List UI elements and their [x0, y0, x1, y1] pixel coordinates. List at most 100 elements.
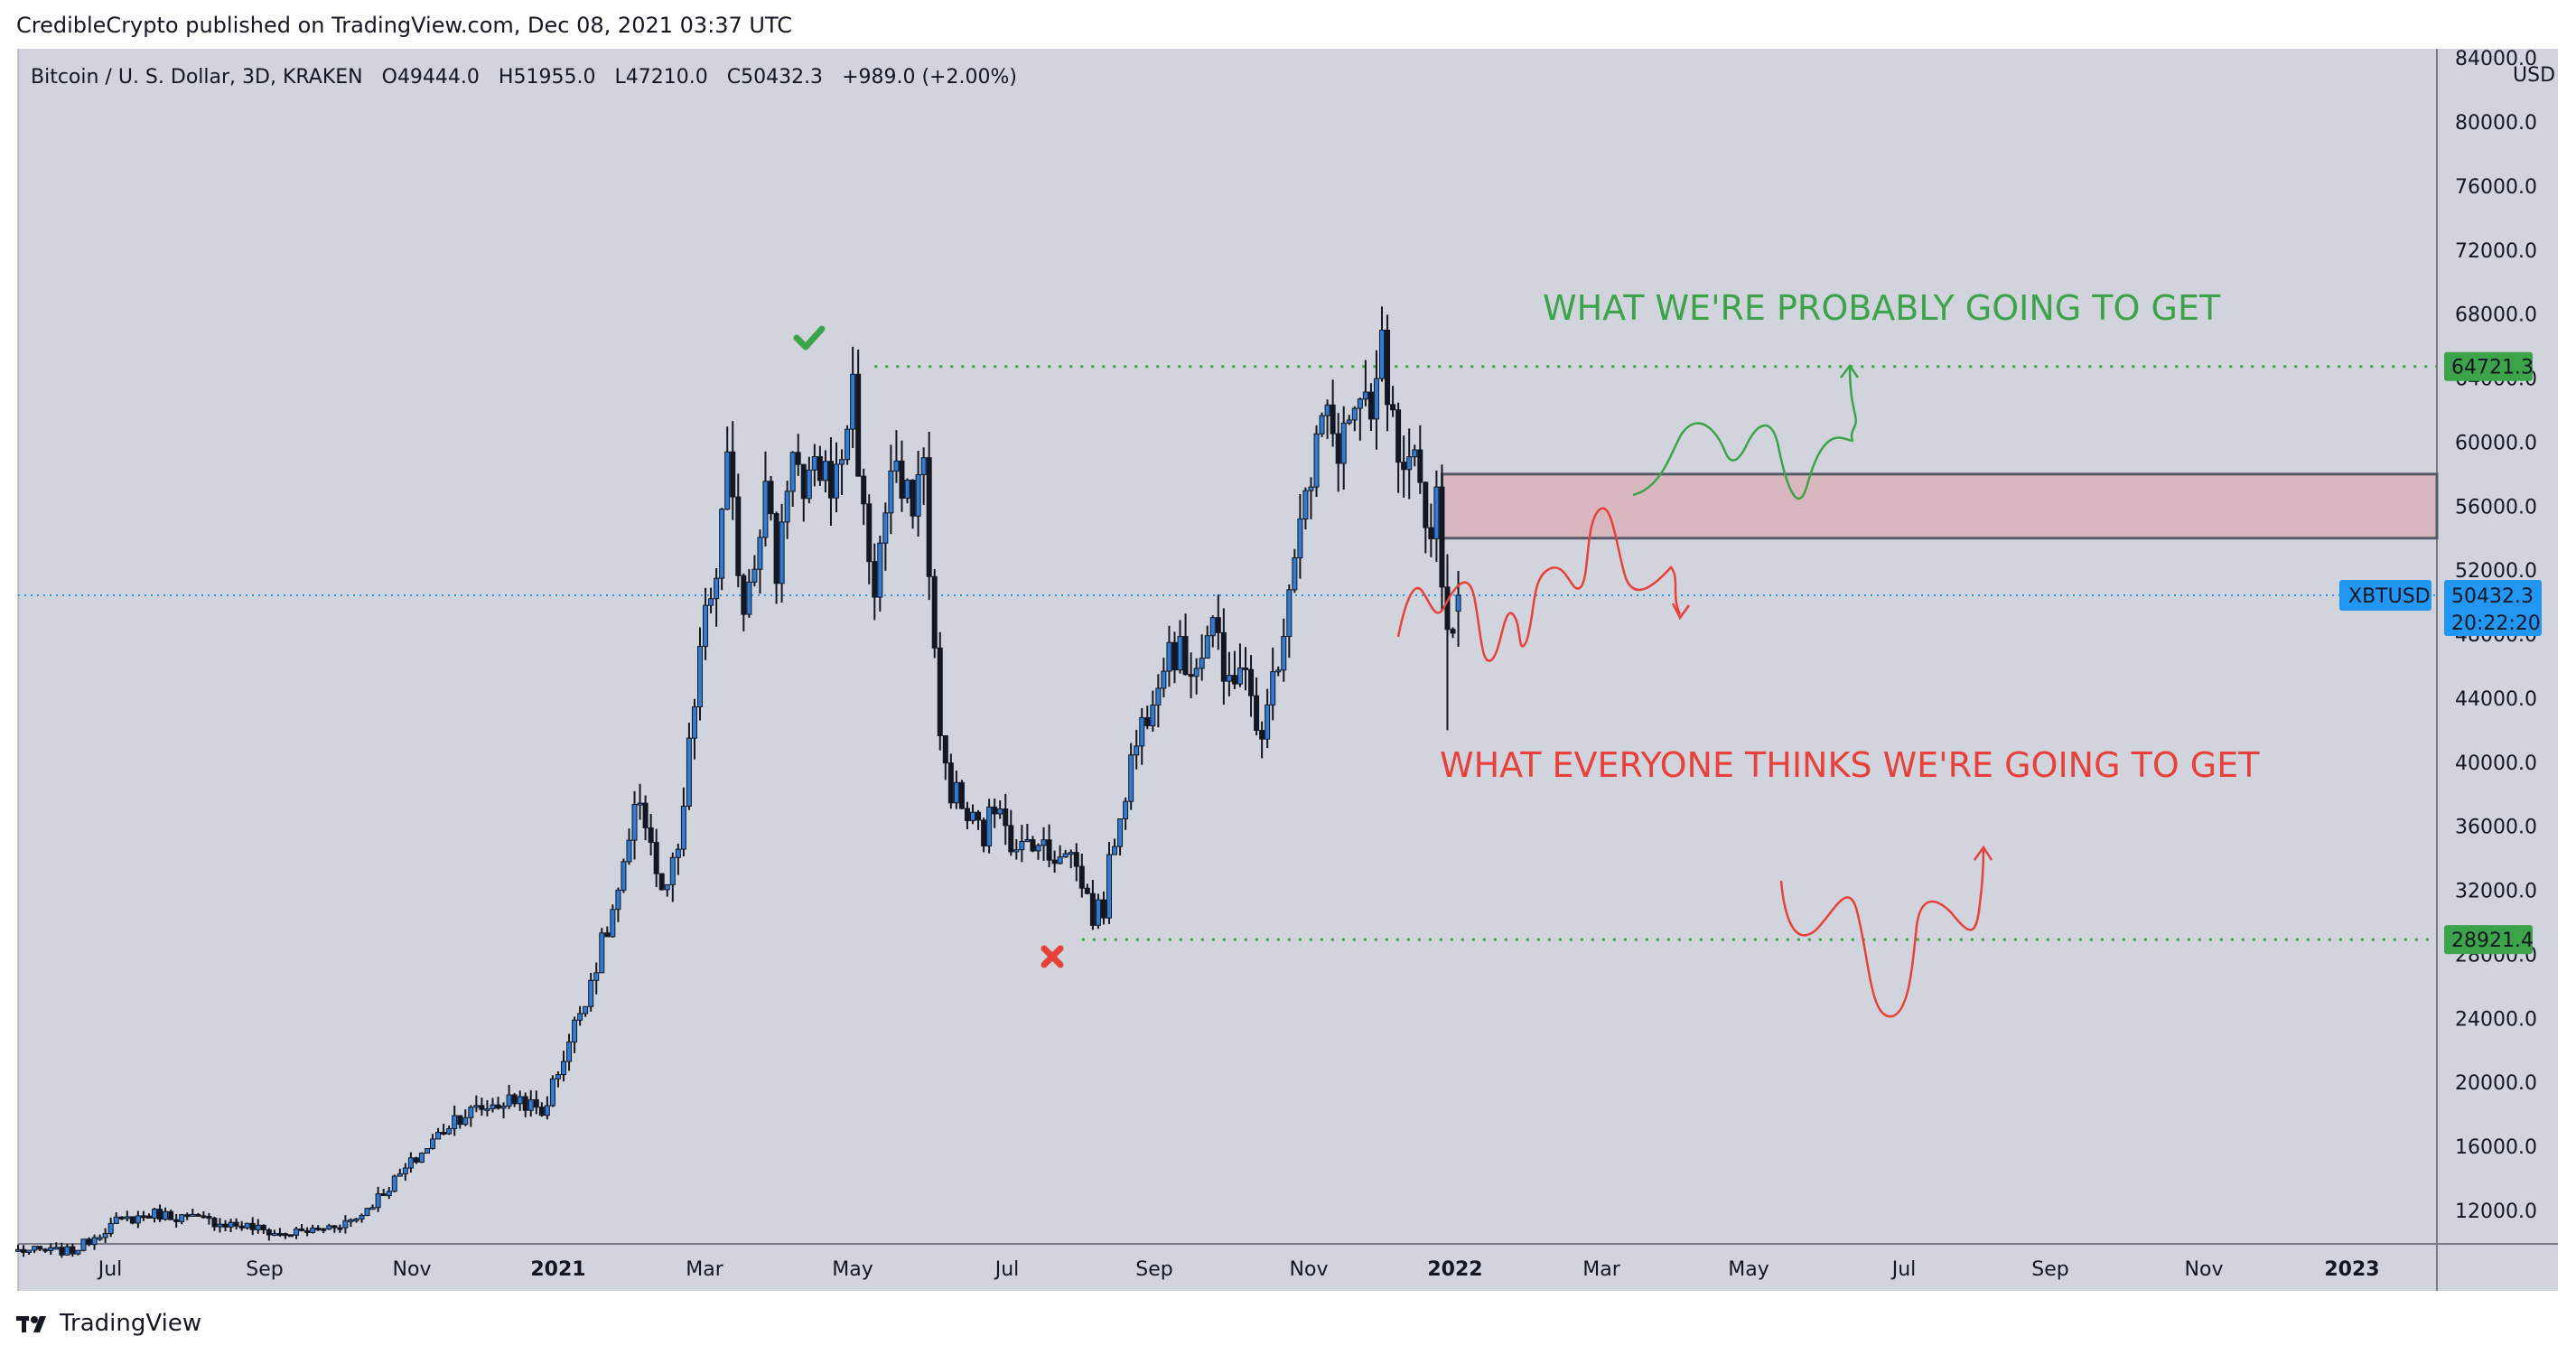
time-tick-label: Sep [246, 1258, 283, 1281]
candle-body [418, 1153, 425, 1163]
candle [915, 451, 921, 537]
candle-body [746, 581, 752, 615]
candle-body [233, 1221, 239, 1227]
candle [118, 1216, 125, 1220]
time-tick-label: Jul [994, 1258, 1020, 1281]
candle-body [1385, 329, 1391, 406]
candle-body [768, 481, 774, 515]
candle-body [1204, 635, 1210, 659]
candle [135, 1210, 141, 1229]
tradingview-logo[interactable]: TradingView [16, 1310, 201, 1337]
candle-body [1346, 419, 1352, 424]
candle-body [779, 521, 785, 584]
candle-body [642, 802, 649, 828]
candle [479, 1098, 485, 1117]
candle-body [407, 1157, 414, 1169]
candle [714, 567, 720, 627]
candle-body [1319, 415, 1325, 435]
candle-body [675, 848, 681, 858]
candle [735, 473, 742, 588]
candle [468, 1105, 474, 1127]
candle-body [1177, 636, 1183, 671]
candle [789, 451, 796, 507]
candle-body [1166, 641, 1172, 672]
candle-body [211, 1218, 218, 1228]
candle [691, 698, 697, 760]
candle [1455, 570, 1461, 648]
candle [708, 587, 714, 614]
candle-body [1450, 629, 1456, 634]
candle [997, 800, 1003, 819]
candle [588, 972, 594, 1012]
candle [446, 1125, 453, 1135]
candle-body [845, 428, 851, 461]
candle-body [195, 1213, 201, 1217]
candle-body [703, 604, 709, 648]
candle-body [762, 481, 769, 538]
candle [1390, 386, 1396, 417]
candle-body [1106, 854, 1112, 919]
candle-body [882, 512, 889, 544]
candle-body [506, 1094, 512, 1107]
candle [1199, 634, 1205, 681]
candle-body [452, 1115, 458, 1129]
ohlc-legend: Bitcoin / U. S. Dollar, 3D, KRAKEN O4944… [31, 66, 1017, 89]
candle [184, 1212, 191, 1220]
candle [953, 771, 959, 809]
candle-body [757, 537, 763, 570]
candle [402, 1163, 408, 1182]
candle-body [310, 1228, 316, 1233]
candle [1319, 412, 1325, 437]
candle [615, 887, 621, 922]
candle-body [163, 1210, 169, 1220]
candle-body [500, 1106, 507, 1109]
candle [75, 1249, 81, 1256]
candle-body [877, 542, 883, 598]
candle [228, 1219, 234, 1233]
candle-body [964, 808, 970, 821]
candle [1406, 428, 1413, 500]
red-path-drawing-upper [1396, 507, 1682, 662]
candle-body [1367, 391, 1374, 420]
candle-body [59, 1247, 65, 1256]
candle [811, 444, 817, 487]
time-axis[interactable]: Jul Sep Nov 2021 Mar May Jul Sep Nov 2022 Mar May Ju… [97, 1258, 2380, 1281]
candle [910, 479, 916, 529]
candle [637, 783, 643, 820]
candle [80, 1238, 87, 1252]
candle-body [872, 561, 878, 598]
time-tick-label: Nov [2185, 1258, 2224, 1281]
candle-body [173, 1219, 180, 1222]
candle-body [37, 1246, 43, 1250]
candle-body [1428, 527, 1434, 539]
candle-body [866, 503, 873, 563]
candle-body [359, 1215, 365, 1220]
candle-body [1395, 409, 1402, 463]
candle-body [53, 1247, 60, 1250]
tradingview-brand: TradingView [60, 1310, 202, 1337]
candle [877, 535, 883, 612]
candle-body [599, 932, 605, 974]
candle-body [441, 1132, 447, 1135]
candle-body [970, 811, 975, 821]
candle-body [413, 1157, 419, 1163]
candle [1248, 655, 1255, 717]
candle [321, 1228, 327, 1234]
candle [1231, 650, 1237, 689]
candle [839, 449, 845, 495]
candle [1078, 853, 1085, 898]
candle [686, 723, 692, 810]
candle [866, 494, 873, 584]
candle-body [1150, 705, 1156, 726]
candle [784, 481, 790, 539]
price-tick-label: 72000.0 [2455, 240, 2537, 263]
candle [511, 1093, 518, 1107]
time-tick-label: May [832, 1258, 873, 1281]
candle-body [1134, 745, 1140, 756]
candle-body [1379, 329, 1385, 379]
candle-body [184, 1214, 191, 1218]
price-tick-label: 44000.0 [2455, 688, 2537, 711]
candle-body [511, 1094, 518, 1105]
candle-body [997, 808, 1003, 815]
